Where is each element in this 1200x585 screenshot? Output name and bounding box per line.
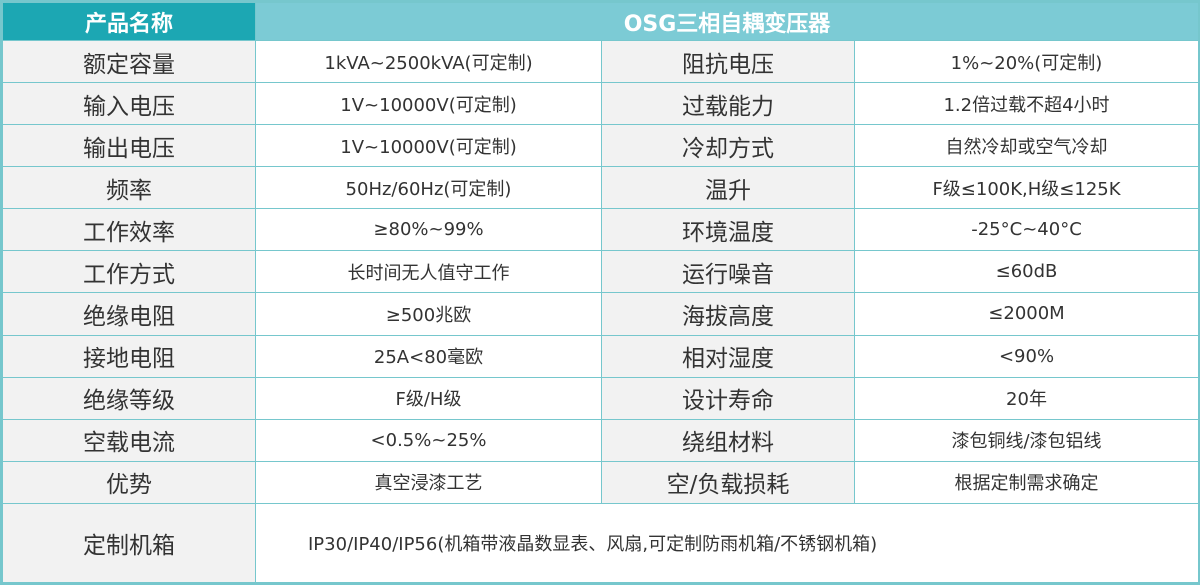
- row-label: 额定容量: [2, 40, 256, 84]
- row-value: 真空浸漆工艺: [255, 460, 602, 504]
- row-value: 1.2倍过载不超4小时: [854, 82, 1199, 126]
- row-label: 空载电流: [2, 418, 256, 462]
- row-label: 阻抗电压: [601, 40, 855, 84]
- table-row: 接地电阻 25A<80毫欧 相对湿度 <90%: [2, 334, 1199, 378]
- row-value: ≤60dB: [854, 250, 1199, 294]
- row-label: 空/负载损耗: [601, 460, 855, 504]
- table-row: 频率 50Hz/60Hz(可定制) 温升 F级≤100K,H级≤125K: [2, 166, 1199, 210]
- row-value: 1V~10000V(可定制): [255, 82, 602, 126]
- row-value: 20年: [854, 376, 1199, 420]
- table-row: 输入电压 1V~10000V(可定制) 过载能力 1.2倍过载不超4小时: [2, 82, 1199, 126]
- row-value: 1V~10000V(可定制): [255, 124, 602, 168]
- row-label: 输入电压: [2, 82, 256, 126]
- table-row: 工作效率 ≥80%~99% 环境温度 -25°C~40°C: [2, 208, 1199, 252]
- row-label: 相对湿度: [601, 334, 855, 378]
- table-row-custom-enclosure: 定制机箱 IP30/IP40/IP56(机箱带液晶数显表、风扇,可定制防雨机箱/…: [2, 502, 1199, 584]
- row-label: 绝缘等级: [2, 376, 256, 420]
- row-value: ≤2000M: [854, 292, 1199, 336]
- row-value: 1%~20%(可定制): [854, 40, 1199, 84]
- row-value: -25°C~40°C: [854, 208, 1199, 252]
- table-row: 额定容量 1kVA~2500kVA(可定制) 阻抗电压 1%~20%(可定制): [2, 40, 1199, 84]
- row-value: ≥500兆欧: [255, 292, 602, 336]
- row-value: F级/H级: [255, 376, 602, 420]
- row-value: 漆包铜线/漆包铝线: [854, 418, 1199, 462]
- table-row: 空载电流 <0.5%~25% 绕组材料 漆包铜线/漆包铝线: [2, 418, 1199, 462]
- row-value: IP30/IP40/IP56(机箱带液晶数显表、风扇,可定制防雨机箱/不锈钢机箱…: [255, 502, 1199, 584]
- table-row: 输出电压 1V~10000V(可定制) 冷却方式 自然冷却或空气冷却: [2, 124, 1199, 168]
- row-value: 50Hz/60Hz(可定制): [255, 166, 602, 210]
- table-row: 绝缘电阻 ≥500兆欧 海拔高度 ≤2000M: [2, 292, 1199, 336]
- row-value: 根据定制需求确定: [854, 460, 1199, 504]
- row-label: 工作方式: [2, 250, 256, 294]
- row-label: 绝缘电阻: [2, 292, 256, 336]
- row-label: 过载能力: [601, 82, 855, 126]
- table-header-row: 产品名称 OSG三相自耦变压器: [2, 1, 1199, 42]
- table-row: 优势 真空浸漆工艺 空/负载损耗 根据定制需求确定: [2, 460, 1199, 504]
- row-label: 定制机箱: [2, 502, 256, 584]
- row-value: 自然冷却或空气冷却: [854, 124, 1199, 168]
- row-label: 设计寿命: [601, 376, 855, 420]
- row-label: 优势: [2, 460, 256, 504]
- row-label: 环境温度: [601, 208, 855, 252]
- row-label: 接地电阻: [2, 334, 256, 378]
- row-value: 25A<80毫欧: [255, 334, 602, 378]
- row-label: 海拔高度: [601, 292, 855, 336]
- row-label: 运行噪音: [601, 250, 855, 294]
- row-value: <0.5%~25%: [255, 418, 602, 462]
- row-value: 长时间无人值守工作: [255, 250, 602, 294]
- row-label: 频率: [2, 166, 256, 210]
- header-product-title: OSG三相自耦变压器: [255, 1, 1199, 42]
- table-row: 绝缘等级 F级/H级 设计寿命 20年: [2, 376, 1199, 420]
- row-value: ≥80%~99%: [255, 208, 602, 252]
- row-label: 输出电压: [2, 124, 256, 168]
- header-product-name-label: 产品名称: [2, 1, 256, 42]
- row-value: <90%: [854, 334, 1199, 378]
- row-label: 温升: [601, 166, 855, 210]
- row-label: 工作效率: [2, 208, 256, 252]
- row-value: F级≤100K,H级≤125K: [854, 166, 1199, 210]
- row-label: 绕组材料: [601, 418, 855, 462]
- row-label: 冷却方式: [601, 124, 855, 168]
- table-row: 工作方式 长时间无人值守工作 运行噪音 ≤60dB: [2, 250, 1199, 294]
- row-value: 1kVA~2500kVA(可定制): [255, 40, 602, 84]
